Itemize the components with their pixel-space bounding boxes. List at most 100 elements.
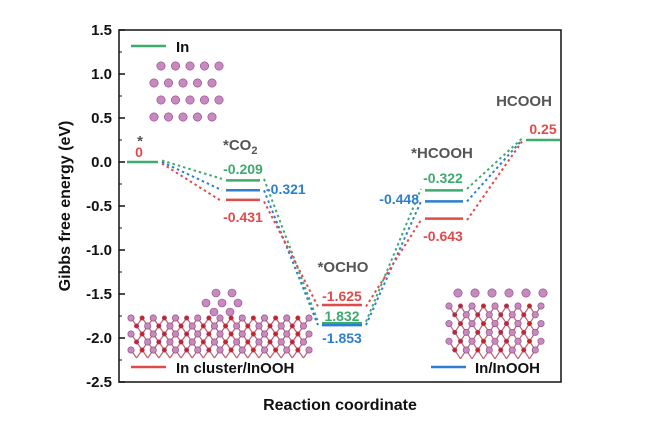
atom: [521, 329, 527, 335]
atom: [127, 346, 135, 354]
atom: [164, 78, 174, 88]
atom: [480, 303, 486, 309]
atom: [457, 321, 463, 327]
atom: [521, 288, 531, 298]
atom: [537, 320, 545, 328]
legend-in-inooh-label: In/InOOH: [475, 360, 540, 377]
y-tick-label: 1.0: [91, 66, 112, 83]
atom: [206, 347, 212, 353]
atom: [475, 329, 481, 335]
atom: [255, 322, 263, 330]
atom: [149, 314, 157, 322]
atom: [277, 338, 285, 346]
atom: [485, 346, 493, 354]
atom: [508, 311, 516, 319]
energy-levels: [127, 138, 560, 327]
atom: [185, 61, 195, 71]
atom: [223, 323, 229, 329]
atom: [289, 339, 295, 345]
atom: [134, 323, 140, 329]
atom: [184, 331, 190, 337]
atom: [184, 347, 190, 353]
atom: [508, 346, 516, 354]
atom: [295, 331, 301, 337]
atom: [233, 322, 241, 330]
atom: [250, 331, 256, 337]
y-tick-label: -1.5: [86, 286, 112, 303]
atom: [228, 331, 234, 337]
atom: [166, 338, 174, 346]
atom: [178, 112, 188, 122]
atom: [299, 322, 307, 330]
atom: [210, 322, 218, 330]
atom: [238, 330, 246, 338]
atom: [228, 347, 234, 353]
atom: [149, 330, 157, 338]
atom: [206, 315, 212, 321]
value-label: -0.322: [423, 170, 463, 186]
atom: [277, 322, 285, 330]
connector-in-1: [263, 178, 319, 323]
atom: [260, 330, 268, 338]
value-label: -0.431: [223, 209, 263, 225]
atom: [209, 307, 219, 317]
atom: [468, 320, 476, 328]
atom: [250, 315, 256, 321]
legend-in-cluster-label: In cluster/InOOH: [176, 360, 294, 377]
atom: [504, 288, 514, 298]
atom: [299, 338, 307, 346]
atom: [452, 329, 458, 335]
y-tick-label: 1.5: [91, 22, 112, 39]
atom: [200, 339, 206, 345]
atom: [485, 328, 493, 336]
connector-in-2: [365, 188, 422, 323]
atom: [514, 302, 522, 310]
atom: [508, 328, 516, 336]
atom: [295, 315, 301, 321]
atom: [305, 314, 313, 322]
atom: [273, 347, 279, 353]
atom: [537, 337, 545, 345]
atom: [216, 330, 224, 338]
value-label: 0: [135, 144, 143, 160]
y-tick-label: -0.5: [86, 198, 112, 215]
atom: [452, 312, 458, 318]
atom: [238, 314, 246, 322]
connector-in-cluster-inooh-0: [161, 162, 223, 203]
atom: [538, 288, 548, 298]
value-label: -0.448: [379, 191, 419, 207]
atom: [171, 61, 181, 71]
atom: [273, 315, 279, 321]
atom: [161, 315, 167, 321]
atom: [462, 346, 470, 354]
connector-in-cluster-inooh-1: [263, 200, 319, 307]
atom: [193, 78, 203, 88]
value-label: -0.643: [423, 228, 463, 244]
atom: [289, 323, 295, 329]
atom: [228, 315, 234, 321]
y-axis-ticks: 1.5 1.0 0.5 0.0 -0.5 -1.0 -1.5 -2.0 -2.5: [86, 22, 125, 391]
y-tick-label: -1.0: [86, 242, 112, 259]
atom: [521, 347, 527, 353]
atom: [214, 95, 224, 105]
atom: [233, 298, 243, 308]
atom: [487, 288, 497, 298]
atom: [178, 339, 184, 345]
y-tick-label: 0.5: [91, 110, 112, 127]
atom: [453, 288, 463, 298]
y-tick-label: -2.5: [86, 374, 112, 391]
atom: [503, 303, 509, 309]
atom: [178, 78, 188, 88]
atom: [445, 302, 453, 310]
atom: [134, 339, 140, 345]
atom: [127, 314, 135, 322]
atom: [526, 321, 532, 327]
atom: [161, 347, 167, 353]
atom: [194, 330, 202, 338]
atom: [503, 338, 509, 344]
atom: [144, 338, 152, 346]
y-tick-label: 0.0: [91, 154, 112, 171]
atom: [526, 303, 532, 309]
atom: [283, 330, 291, 338]
